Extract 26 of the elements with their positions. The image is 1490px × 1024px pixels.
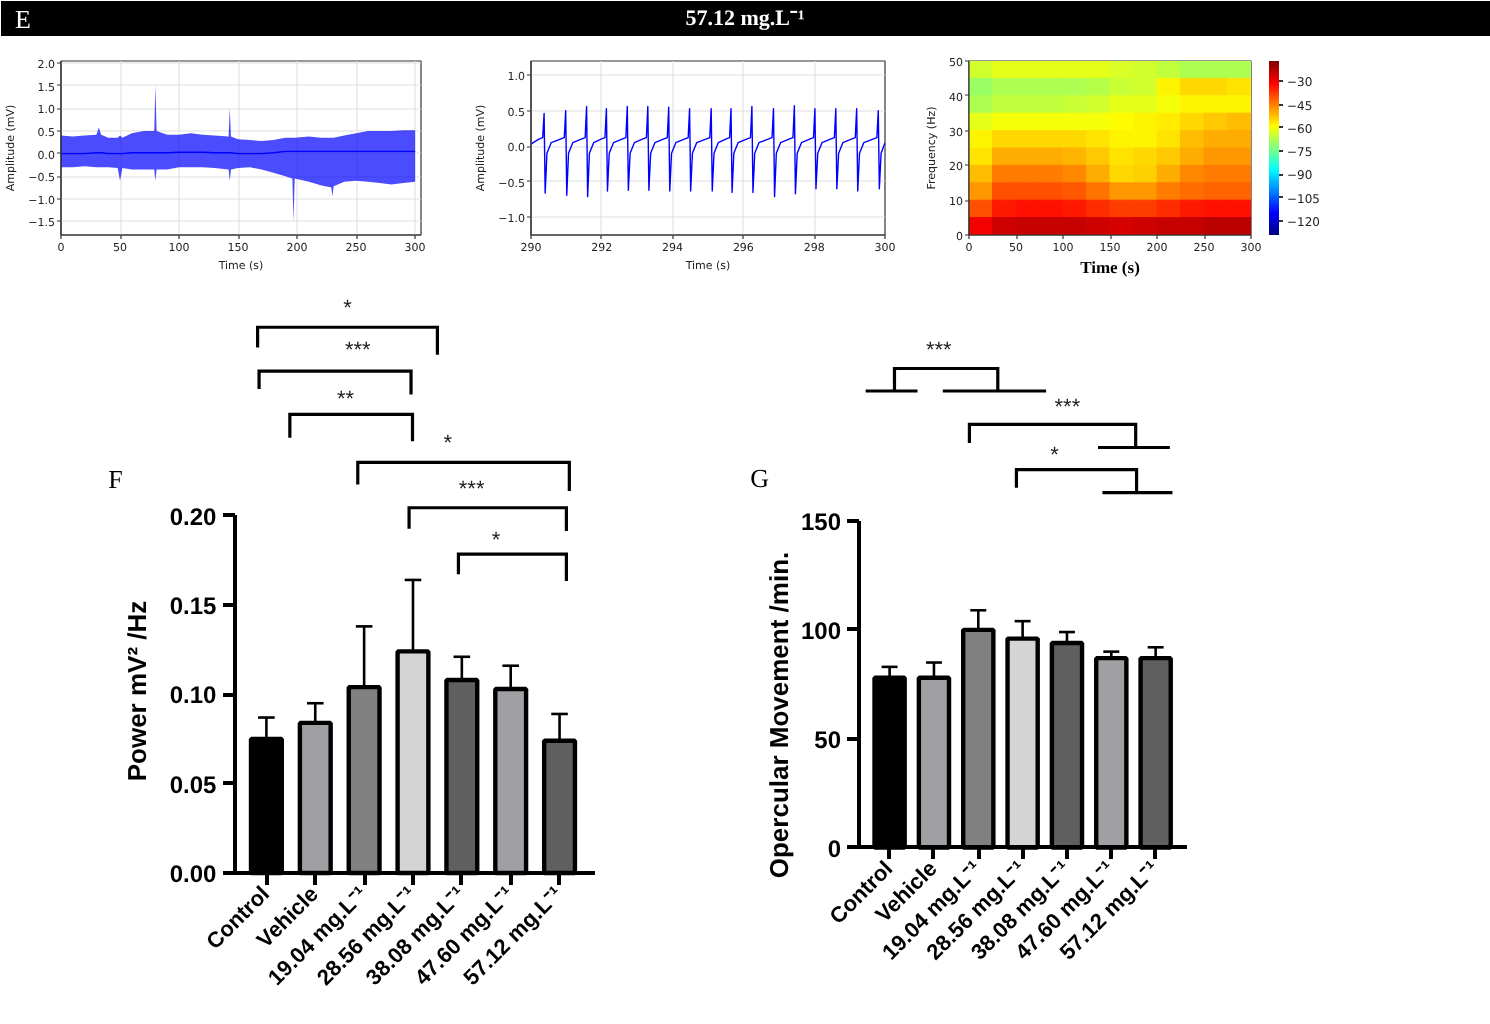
- text: E: [15, 4, 32, 34]
- y-tick-label: 0.00: [169, 860, 218, 888]
- annotation: *: [491, 528, 502, 553]
- text: *: [1050, 443, 1061, 468]
- text: *: [443, 432, 454, 457]
- text: ***: [1054, 395, 1082, 420]
- y-tick-label: 0.05: [169, 770, 218, 799]
- x-axis-title: Time (s): [1080, 257, 1141, 277]
- y-tick-label: 0.20: [169, 502, 218, 531]
- y-axis-title: Power mV² /Hz: [122, 599, 152, 782]
- text: ***: [925, 338, 954, 363]
- y-tick-label: 0.10: [169, 681, 218, 710]
- y-tick-label: 0.15: [169, 591, 218, 620]
- chart-title: 57.12 mg.L⁻¹: [685, 7, 805, 31]
- text: F: [108, 464, 123, 494]
- y-axis-title: Opercular Movement /min.: [764, 551, 794, 879]
- line-series: [531, 105, 885, 198]
- y-tick-label: 0: [827, 834, 842, 863]
- text: ***: [458, 477, 486, 502]
- text: *: [343, 297, 354, 322]
- text: **: [336, 387, 356, 412]
- text: ***: [344, 339, 373, 364]
- y-tick-label: 100: [800, 616, 842, 645]
- text: G: [750, 462, 769, 493]
- y-tick-label: 50: [814, 725, 842, 754]
- y-tick-label: 150: [800, 508, 842, 536]
